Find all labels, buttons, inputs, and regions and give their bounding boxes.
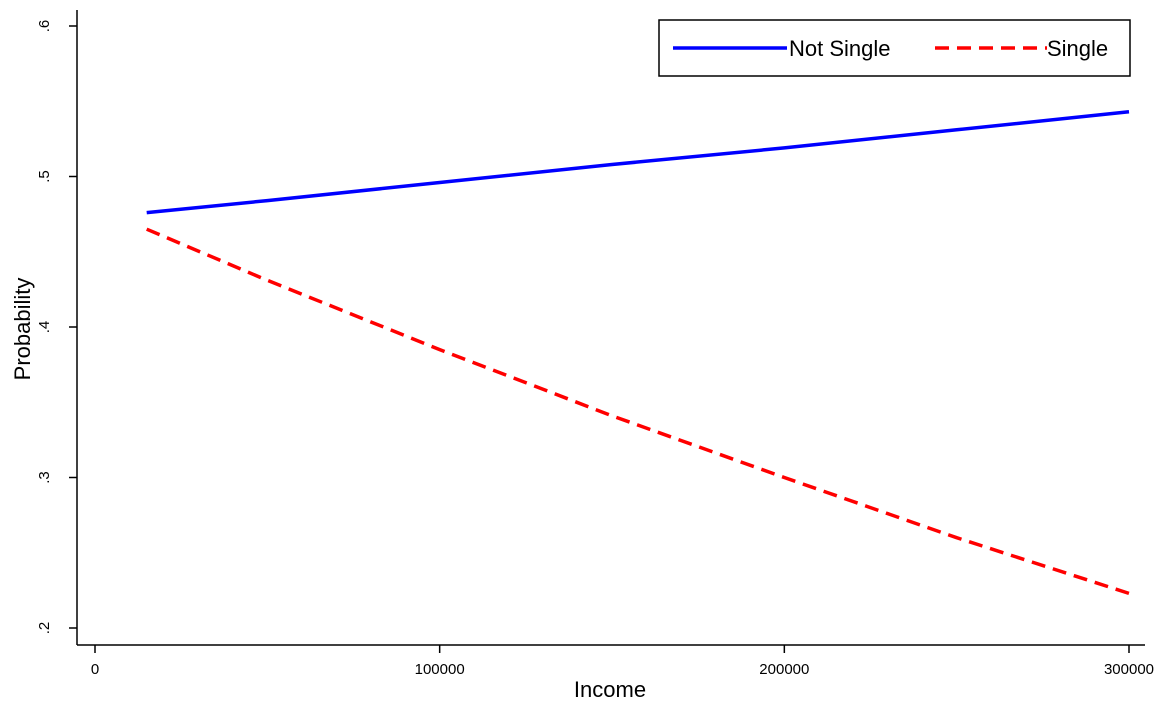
x-axis-title: Income — [574, 677, 646, 702]
x-axis: 0 100000 200000 300000 — [77, 644, 1154, 678]
series-line-single — [146, 227, 1130, 596]
x-tick-label: 0 — [91, 661, 99, 678]
legend-label-not-single: Not Single — [789, 36, 891, 61]
x-tick-label: 100000 — [415, 661, 465, 678]
y-tick-label: .6 — [36, 20, 53, 33]
y-axis-title: Probability — [10, 278, 35, 381]
y-tick-label: .5 — [36, 170, 53, 183]
y-tick-label: .2 — [36, 622, 53, 635]
x-tick-label: 200000 — [759, 661, 809, 678]
series-layer — [146, 110, 1130, 596]
series-line-not-single — [146, 110, 1130, 215]
y-axis: .2 .3 .4 .5 .6 — [36, 10, 78, 645]
legend: Not Single Single — [658, 19, 1131, 77]
y-tick-label: .3 — [36, 471, 53, 484]
x-tick-label: 300000 — [1104, 661, 1154, 678]
legend-label-single: Single — [1047, 36, 1108, 61]
y-tick-label: .4 — [36, 321, 53, 334]
